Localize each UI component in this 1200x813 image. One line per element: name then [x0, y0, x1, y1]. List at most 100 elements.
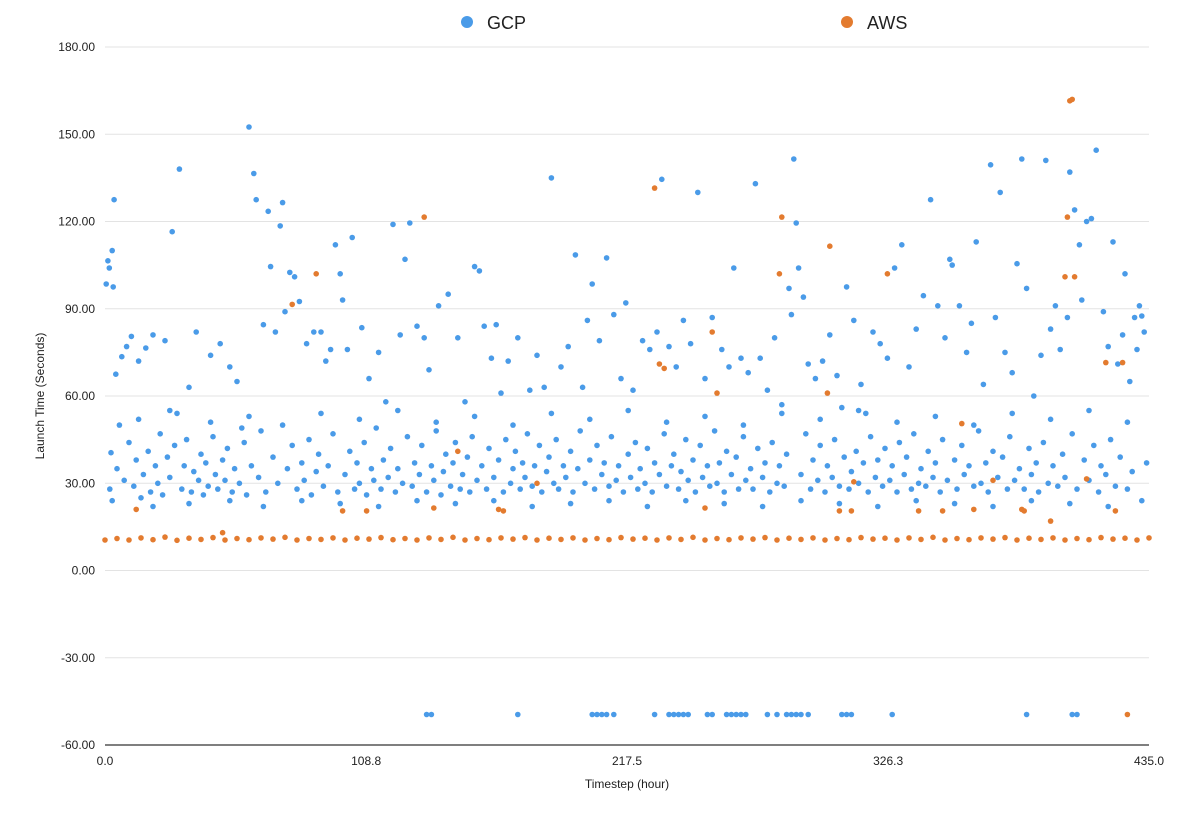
gcp-point [349, 234, 356, 241]
legend-marker [841, 16, 853, 28]
aws-point [939, 508, 946, 514]
gcp-point [599, 471, 605, 478]
gcp-point [113, 371, 119, 378]
gcp-point [721, 489, 727, 495]
aws-point [438, 536, 444, 543]
aws-point [836, 508, 843, 514]
gcp-point [200, 492, 207, 498]
gcp-point [704, 463, 711, 469]
x-tick-label: 326.3 [873, 754, 903, 768]
gcp-point [836, 483, 843, 490]
gcp-point [680, 711, 687, 718]
gcp-point [258, 428, 264, 434]
aws-point [851, 479, 857, 485]
gcp-point [510, 465, 516, 472]
gcp-point [565, 343, 571, 350]
gcp-point [116, 422, 123, 428]
gcp-point [788, 711, 795, 718]
gcp-point [959, 442, 965, 449]
gcp-point [697, 442, 703, 449]
gcp-point [899, 242, 905, 248]
gcp-point [875, 503, 881, 510]
aws-point [884, 271, 891, 277]
gcp-point [594, 711, 600, 718]
gcp-point [733, 454, 739, 460]
gcp-point [567, 448, 574, 455]
gcp-point [587, 416, 593, 423]
gcp-point [500, 489, 507, 495]
gcp-point [126, 439, 132, 446]
gcp-point [630, 387, 636, 394]
gcp-point [1023, 711, 1030, 718]
gcp-point [834, 372, 840, 379]
gcp-point [277, 223, 284, 229]
gcp-point [1067, 169, 1073, 175]
gcp-point [318, 329, 324, 335]
gcp-point [563, 474, 569, 481]
gcp-point [1103, 471, 1109, 478]
aws-point [654, 537, 660, 543]
gcp-point [690, 457, 696, 463]
x-tick-label: 108.8 [351, 754, 381, 768]
gcp-point [539, 489, 545, 495]
gcp-point [1071, 207, 1078, 213]
aws-point [954, 535, 960, 542]
aws-point [102, 537, 108, 543]
aws-point [702, 505, 708, 511]
gcp-point [534, 352, 540, 359]
gcp-point [1105, 503, 1111, 510]
gcp-point [231, 465, 238, 472]
gcp-point [107, 486, 113, 492]
gcp-point [522, 474, 528, 481]
aws-point [522, 534, 528, 541]
gcp-point [944, 477, 951, 484]
gcp-point [515, 335, 521, 341]
aws-point [450, 534, 456, 541]
gcp-point [1136, 303, 1143, 309]
gcp-point [623, 300, 629, 306]
gcp-point [663, 483, 670, 490]
gcp-point [1143, 460, 1150, 466]
gcp-point [159, 492, 166, 498]
gcp-point [930, 474, 936, 481]
gcp-point [215, 486, 221, 492]
gcp-point [344, 346, 351, 353]
gcp-point [774, 711, 780, 718]
gcp-point [680, 317, 687, 324]
gcp-point [495, 457, 502, 463]
aws-point [510, 536, 516, 542]
gcp-point [1127, 378, 1133, 385]
gcp-point [371, 477, 377, 484]
gcp-point [815, 477, 821, 484]
aws-point [1103, 359, 1109, 366]
y-tick-label: 30.00 [65, 476, 95, 490]
gcp-point [447, 483, 454, 490]
gcp-point [692, 489, 699, 495]
gcp-point [1011, 477, 1018, 484]
gcp-point [704, 711, 711, 718]
gcp-point [531, 463, 538, 469]
aws-point [258, 535, 264, 541]
aws-point [1021, 508, 1027, 514]
gcp-point [1038, 352, 1044, 359]
gcp-point [1100, 308, 1107, 315]
aws-point [534, 480, 540, 487]
gcp-point [570, 489, 576, 495]
gcp-point [750, 486, 756, 492]
gcp-point [301, 477, 308, 484]
gcp-point [805, 361, 811, 367]
aws-point [570, 535, 576, 541]
gcp-point [1004, 486, 1011, 492]
aws-point [666, 535, 672, 541]
gcp-point [843, 284, 850, 290]
aws-point [313, 271, 320, 277]
gcp-point [335, 489, 341, 495]
gcp-point [147, 489, 154, 495]
aws-point [824, 390, 831, 396]
gcp-point [510, 422, 516, 428]
gcp-point [195, 477, 202, 484]
aws-point [306, 535, 312, 542]
gcp-point [603, 255, 610, 261]
gcp-point [968, 320, 975, 327]
